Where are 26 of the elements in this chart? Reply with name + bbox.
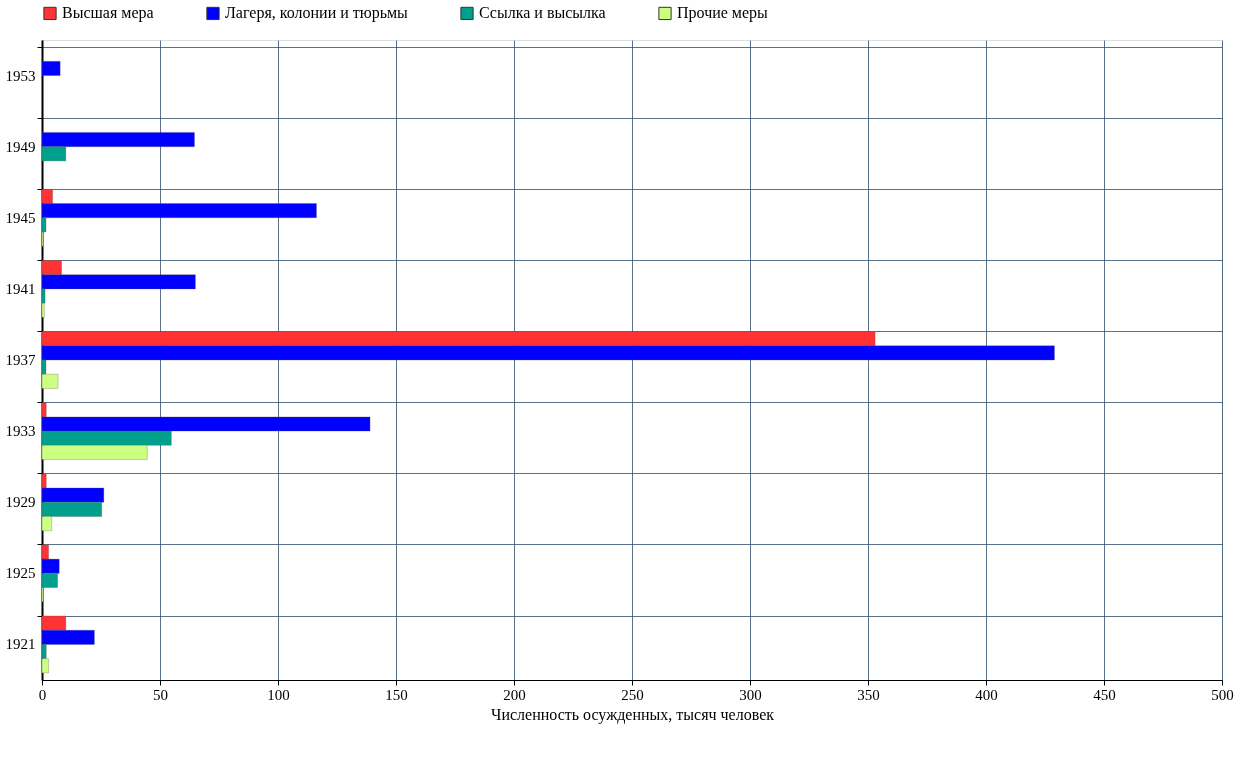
x-tick-label: 350 [857, 686, 880, 703]
y-tick-label: 1925 [5, 565, 36, 582]
y-tick-label: 1941 [5, 280, 36, 297]
x-axis-title: Численность осужденных, тысяч человек [490, 705, 775, 724]
x-tick-label: 500 [1211, 686, 1234, 703]
x-tick-label: 150 [385, 686, 408, 703]
y-tick-label: 1949 [5, 138, 36, 155]
bar [41, 61, 61, 76]
legend-label: Прочие меры [677, 4, 769, 23]
x-tick-label: 50 [153, 686, 168, 703]
y-tick-label: 1937 [5, 352, 36, 368]
x-tick-label: 400 [975, 686, 998, 703]
legend-label: Лагеря, колонии и тюрьмы [225, 4, 409, 23]
y-tick-label: 1945 [5, 209, 36, 226]
x-tick-label: 100 [267, 686, 290, 703]
legend-label: Ссылка и высылка [479, 4, 606, 22]
y-tick-label: 1921 [5, 636, 36, 653]
x-tick-label: 250 [621, 686, 644, 703]
x-tick-label: 300 [739, 686, 762, 703]
y-tick-label: 1933 [5, 423, 36, 440]
x-tick-label: 450 [1093, 686, 1116, 703]
x-tick-label: 200 [503, 686, 526, 703]
x-tick-label: 0 [38, 686, 47, 703]
legend-label: Высшая мера [62, 4, 154, 23]
y-tick-label: 1953 [5, 67, 36, 84]
y-tick-label: 1929 [5, 494, 36, 511]
